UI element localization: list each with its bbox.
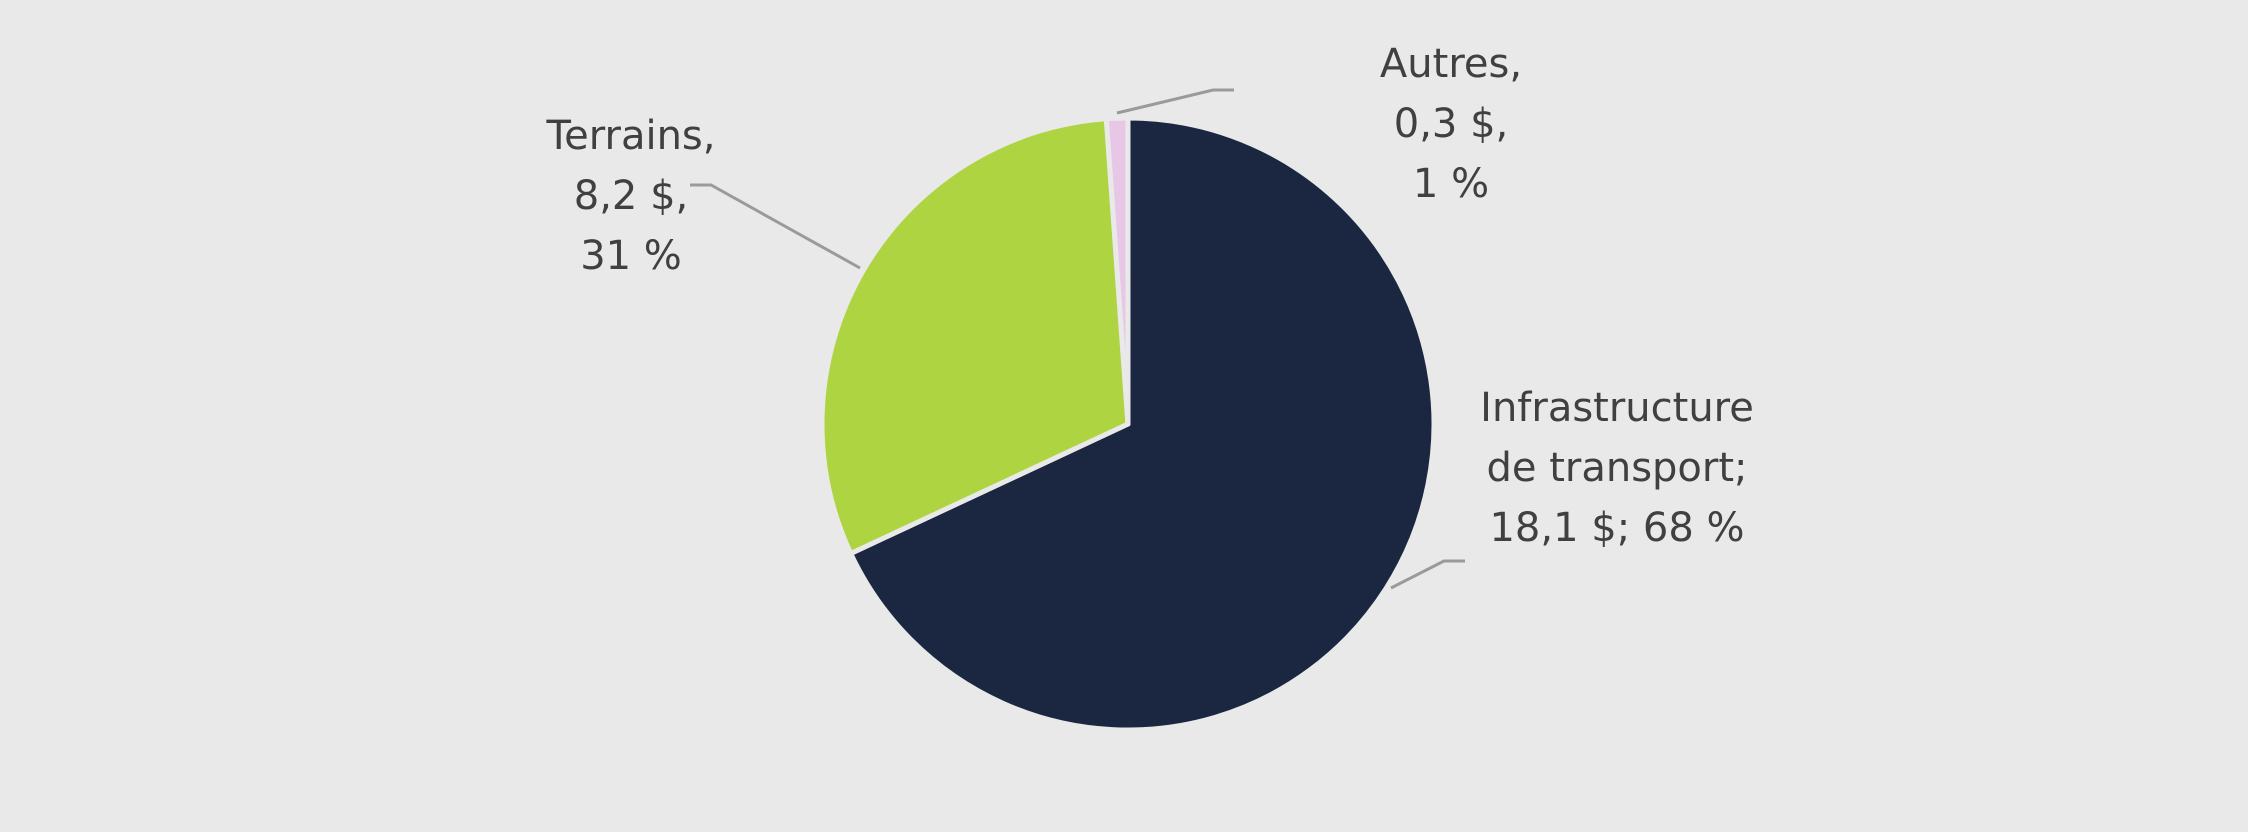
pie <box>819 115 1437 733</box>
leader-line <box>690 183 861 270</box>
data-label: 8,2 $, <box>574 173 689 219</box>
data-label: Autres, <box>1380 41 1522 87</box>
data-labels: Infrastructure de transport; 18,1 $; 68 % T… <box>546 41 1754 551</box>
data-label: 0,3 $, <box>1394 101 1509 147</box>
data-label: 18,1 $; 68 % <box>1489 505 1744 551</box>
leader-line <box>1116 88 1234 115</box>
pie-slice <box>848 115 1437 733</box>
pie-slice <box>819 116 1131 557</box>
data-label: 31 % <box>580 233 682 279</box>
data-label: 1 % <box>1413 161 1489 207</box>
leader-line <box>1390 559 1465 590</box>
data-label: Terrains, <box>546 113 716 159</box>
data-label: de transport; <box>1486 445 1747 491</box>
pie-slice <box>1103 115 1131 427</box>
data-label: Infrastructure <box>1480 385 1754 431</box>
